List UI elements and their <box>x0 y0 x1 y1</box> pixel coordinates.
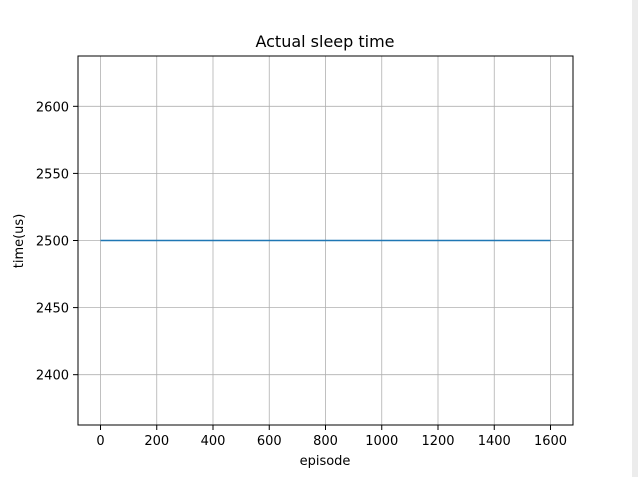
x-tick-label: 200 <box>144 434 169 449</box>
chart-title: Actual sleep time <box>255 32 394 51</box>
x-tick-label: 600 <box>257 434 282 449</box>
x-tick-label: 1000 <box>365 434 398 449</box>
y-tick-label: 2400 <box>36 369 69 384</box>
y-axis-label: time(us) <box>12 214 27 269</box>
x-tick-label: 1600 <box>534 434 567 449</box>
y-tick-label: 2450 <box>36 302 69 317</box>
window-edge <box>632 0 638 477</box>
x-tick-label: 400 <box>201 434 226 449</box>
x-tick-label: 1400 <box>478 434 511 449</box>
x-tick-label: 800 <box>313 434 338 449</box>
x-tick-label: 1200 <box>421 434 454 449</box>
x-tick-label: 0 <box>96 434 104 449</box>
x-axis: 0 200 400 600 800 1000 1200 1400 1600 <box>96 425 567 449</box>
y-axis: 2400 2450 2500 2550 2600 <box>36 100 78 384</box>
y-tick-label: 2550 <box>36 167 69 182</box>
y-tick-label: 2500 <box>36 235 69 250</box>
y-tick-label: 2600 <box>36 100 69 115</box>
grid <box>78 56 573 425</box>
x-axis-label: episode <box>300 454 351 469</box>
